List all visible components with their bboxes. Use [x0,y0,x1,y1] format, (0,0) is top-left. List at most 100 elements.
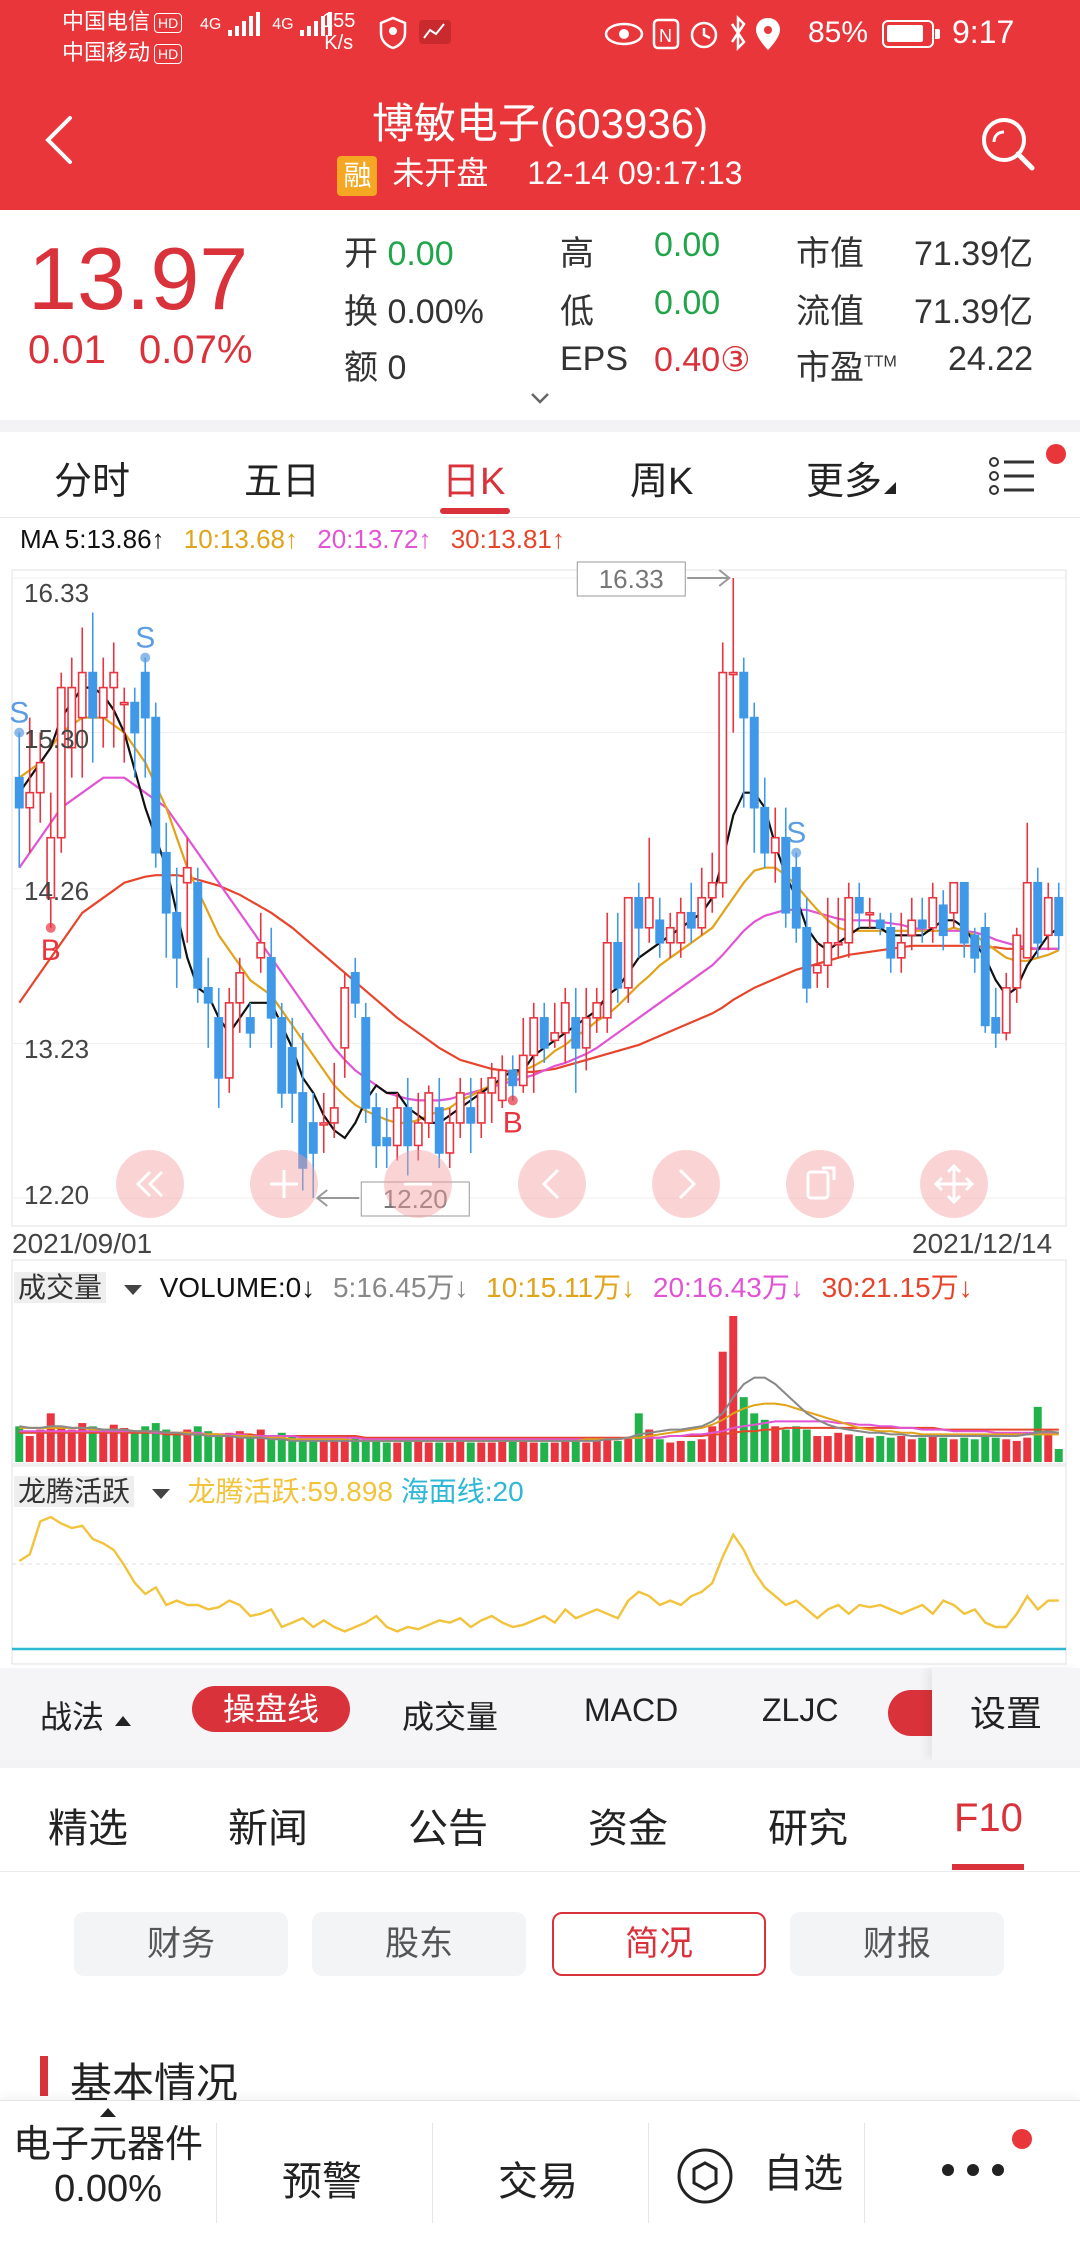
volume-bar [36,1429,45,1462]
tab-f10[interactable]: F10 [954,1796,1023,1840]
float-cap-value: 71.39亿 [914,293,1034,331]
price-panel-frame [11,569,1067,1227]
indicator-strip: 战法 操盘线 成交量 MACD ZLJC 设置 [0,1668,1080,1760]
net-speed-unit: K/s [324,32,354,54]
volume-label[interactable]: 成交量 [14,1272,107,1303]
zoom-out-button[interactable] [384,1150,452,1218]
candle-up [812,964,822,974]
carrier-info: 中国电信 HD 中国移动 HD [62,6,183,68]
strategy-button[interactable]: 战法 [40,1692,133,1738]
info-tabs: 精选 新闻 公告 资金 研究 F10 [0,1768,1080,1872]
pe-ttm-superscript: TTM [864,353,897,371]
candle-up [707,881,717,899]
low-price: 低 [560,284,594,333]
longteng-label[interactable]: 龙腾活跃 [14,1476,135,1507]
candle-up [1022,881,1032,959]
sector-info-button[interactable]: 电子元器件 0.00% [0,2105,216,2211]
volume-bar [319,1440,328,1462]
volume-bar [193,1426,202,1462]
indicator-next-pill[interactable] [888,1690,932,1736]
volume-bar [792,1426,801,1462]
indicator-zljc[interactable]: ZLJC [762,1692,839,1728]
kline-chart[interactable]: 16.33 12.20 S B S B S [0,560,1080,1666]
f10-overview-button[interactable]: 简况 [552,1912,766,1976]
candle-down [875,919,885,929]
chevron-down-icon[interactable] [528,388,552,408]
tab-featured[interactable]: 精选 [48,1807,128,1851]
volume-bar [855,1436,864,1462]
search-icon[interactable] [976,112,1040,176]
scroll-right-button[interactable] [652,1150,720,1218]
alert-button[interactable]: 预警 [282,2160,362,2204]
fullscreen-button[interactable] [920,1150,988,1218]
vol-ma30: 30:21.15万↓ [821,1272,973,1303]
strategy-label: 战法 [40,1699,105,1735]
candle-up [581,1017,591,1049]
turnover-label: 换 [344,293,378,331]
volume-bar [309,1439,318,1462]
volume-bar [949,1439,958,1462]
candle-up [844,896,854,944]
volume-bar [162,1429,171,1462]
ma10-legend: 10:13.68↑ [183,524,298,554]
tab-daily-k[interactable]: 日K [442,461,506,503]
f10-reports-button[interactable]: 财报 [790,1912,1004,1976]
zoom-in-button[interactable] [250,1150,318,1218]
candle-up [907,919,917,937]
caret-up-icon [114,1716,131,1726]
candle-up [119,701,129,706]
volume-bar [78,1423,87,1462]
longteng-legend: 龙腾活跃 龙腾活跃:59.898 海面线:20 [14,1470,524,1510]
volume-bar [466,1442,475,1462]
f10-finance-button[interactable]: 财务 [74,1912,288,1976]
candle-up [56,686,66,839]
back-arrow-icon[interactable] [38,112,82,168]
volume-bar [907,1439,916,1462]
candle-down [917,919,927,929]
dropdown-icon[interactable] [150,1487,172,1501]
max-price-arrow [687,569,731,587]
signal-dot [45,922,56,933]
tab-more[interactable]: 更多 [806,450,897,505]
volume-bar [886,1437,895,1462]
divider [0,1760,1080,1768]
caret-up-icon [100,2108,116,2117]
candle-up [1001,987,1011,1034]
more-dots-icon[interactable] [938,2155,1008,2185]
indicator-volume[interactable]: 成交量 [402,1699,499,1735]
indicator-caopanxian[interactable]: 操盘线 [192,1686,350,1732]
tab-intraday[interactable]: 分时 [54,461,131,503]
watchlist-button[interactable]: 自选 [676,2141,843,2205]
tab-capital[interactable]: 资金 [588,1807,668,1851]
f10-shareholders-button[interactable]: 股东 [312,1912,526,1976]
volume-ma5-line [19,1376,1059,1442]
tab-research[interactable]: 研究 [768,1807,848,1851]
scroll-left-button[interactable] [518,1150,586,1218]
net-2-label: 4G [272,16,294,34]
candle-up [329,1107,339,1124]
tab-five-day[interactable]: 五日 [244,461,321,503]
stock-title: 博敏电子(603936) [371,100,709,147]
rotate-icon [806,1166,836,1200]
volume-bar [477,1442,486,1462]
candle-up [928,896,938,929]
signal-icon-2 [300,12,333,36]
trade-button[interactable]: 交易 [498,2160,578,2204]
tab-weekly-k[interactable]: 周K [630,461,694,503]
volume-bar [372,1440,381,1462]
indicator-macd[interactable]: MACD [584,1692,679,1728]
rotate-landscape-button[interactable] [786,1150,854,1218]
candle-down [277,1017,287,1094]
candle-down [886,926,896,959]
volume-bar [781,1429,790,1462]
candle-down [130,701,140,734]
tab-announcements[interactable]: 公告 [408,1807,488,1851]
dropdown-icon[interactable] [122,1283,144,1297]
candle-up [35,761,45,794]
chart-settings-list-icon[interactable] [986,444,1046,504]
signal-dot [507,1095,518,1106]
indicator-settings-button[interactable]: 设置 [932,1668,1080,1760]
candle-up [182,866,192,884]
scroll-left-far-button[interactable] [116,1150,184,1218]
tab-news[interactable]: 新闻 [228,1807,308,1851]
